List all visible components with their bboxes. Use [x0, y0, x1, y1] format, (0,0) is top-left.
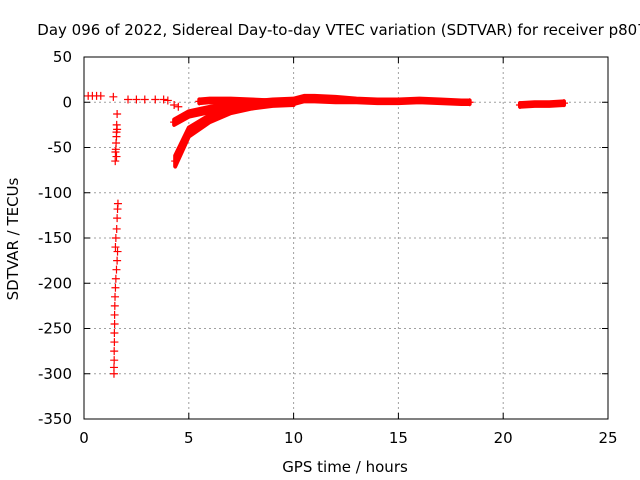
data-point	[559, 99, 568, 108]
x-tick-label: 0	[79, 429, 89, 447]
grid	[83, 56, 609, 420]
data-point	[113, 125, 122, 134]
x-tick-label: 10	[284, 429, 303, 447]
data-point	[113, 205, 122, 214]
tick-labels: 0 5 10 15 20 25 50 0 -50 -100 -150 -200 -250 -300 -350	[38, 48, 618, 447]
data-point	[170, 100, 179, 109]
data-point	[195, 97, 204, 106]
data-point	[110, 310, 119, 319]
y-tick-label: 50	[53, 48, 72, 66]
y-tick-label: -350	[38, 410, 72, 428]
plot-frame	[83, 56, 609, 420]
x-tick-label: 5	[184, 429, 194, 447]
data-point	[159, 95, 168, 104]
data-marks	[84, 91, 568, 378]
data-point	[110, 319, 119, 328]
data-point	[515, 100, 524, 109]
data-point	[174, 102, 183, 111]
data-point	[110, 301, 119, 310]
data-point	[268, 98, 277, 107]
data-point	[163, 96, 172, 105]
data-point	[111, 157, 120, 166]
data-point	[465, 98, 474, 107]
data-point	[111, 234, 120, 242]
data-point	[112, 132, 121, 141]
y-tick-label: -200	[38, 274, 72, 292]
data-point	[111, 243, 120, 252]
data-point	[110, 347, 119, 356]
data-point	[110, 329, 119, 338]
data-point	[140, 95, 149, 104]
data-point	[170, 118, 179, 127]
data-point	[113, 256, 122, 265]
y-tick-label: -300	[38, 365, 72, 383]
data-point	[289, 99, 298, 108]
data-point	[111, 292, 120, 301]
data-point	[109, 369, 118, 378]
x-axis-label: GPS time / hours	[282, 458, 408, 476]
y-tick-label: -100	[38, 184, 72, 202]
data-point	[112, 224, 121, 233]
x-tick-label: 20	[494, 429, 513, 447]
data-point	[110, 356, 119, 365]
y-tick-label: -250	[38, 320, 72, 338]
data-point	[113, 247, 122, 256]
x-tick-label: 15	[389, 429, 408, 447]
x-tick-label: 25	[598, 429, 617, 447]
y-tick-label: -50	[48, 139, 73, 157]
data-point	[110, 338, 119, 347]
data-point	[111, 274, 120, 283]
data-point	[109, 92, 118, 101]
data-point	[111, 145, 120, 154]
data-point	[111, 283, 120, 292]
y-tick-label: 0	[62, 93, 72, 111]
y-tick-label: -150	[38, 229, 72, 247]
data-point	[151, 95, 160, 104]
data-point	[171, 157, 180, 166]
y-axis-label: SDTVAR / TECUs	[4, 177, 22, 300]
data-band	[517, 99, 566, 109]
data-point	[113, 214, 122, 223]
data-point	[124, 95, 133, 104]
data-point	[113, 110, 122, 119]
data-band	[197, 96, 275, 107]
data-point	[112, 265, 121, 274]
data-point	[132, 95, 141, 104]
chart-title: Day 096 of 2022, Sidereal Day-to-day VTE…	[37, 21, 640, 39]
data-point	[112, 152, 121, 161]
data-point	[96, 91, 105, 100]
